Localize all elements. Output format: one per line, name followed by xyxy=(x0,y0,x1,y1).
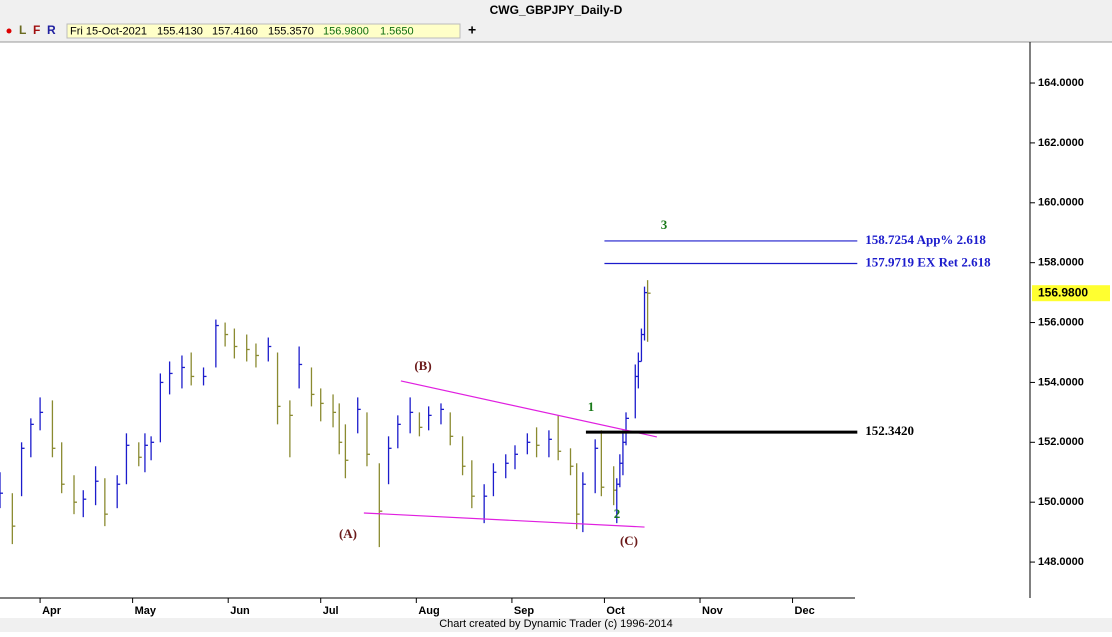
chart-title: CWG_GBPJPY_Daily-D xyxy=(490,3,623,17)
level-label: 157.9719 EX Ret 2.618 xyxy=(865,254,991,269)
level-label: 152.3420 xyxy=(865,423,914,438)
y-tick-label: 150.0000 xyxy=(1038,496,1084,508)
trendline xyxy=(400,380,657,438)
wave-label: (C) xyxy=(620,533,638,548)
wave-label: (A) xyxy=(339,526,357,541)
toolbar-button[interactable]: F xyxy=(33,23,40,37)
y-tick-label: 162.0000 xyxy=(1038,137,1084,149)
trendline xyxy=(363,512,645,528)
info-close: 156.9800 xyxy=(323,25,369,37)
y-tick-label: 148.0000 xyxy=(1038,556,1084,568)
footer: Chart created by Dynamic Trader (c) 1996… xyxy=(439,618,673,630)
y-tick-label: 164.0000 xyxy=(1038,77,1084,89)
info-low: 155.3570 xyxy=(268,25,314,37)
x-tick-label: Oct xyxy=(606,605,625,617)
x-tick-label: Dec xyxy=(795,605,815,617)
y-tick-label: 154.0000 xyxy=(1038,376,1084,388)
x-tick-label: Jun xyxy=(230,605,250,617)
info-date: Fri 15-Oct-2021 xyxy=(70,25,147,37)
title-bar xyxy=(0,0,1112,20)
info-high: 157.4160 xyxy=(212,25,258,37)
y-tick-label: 158.0000 xyxy=(1038,257,1084,269)
level-label: 158.7254 App% 2.618 xyxy=(865,232,986,247)
y-tick-label: 156.0000 xyxy=(1038,316,1084,328)
x-tick-label: Apr xyxy=(42,605,62,617)
x-tick-label: Aug xyxy=(418,605,439,617)
y-tick-label: 160.0000 xyxy=(1038,197,1084,209)
status-dot xyxy=(6,28,12,34)
x-tick-label: May xyxy=(135,605,157,617)
add-button[interactable]: + xyxy=(468,22,476,38)
footer-bar xyxy=(0,618,1112,632)
x-tick-label: Nov xyxy=(702,605,724,617)
info-open: 155.4130 xyxy=(157,25,203,37)
wave-label: (B) xyxy=(414,358,431,373)
last-price-label: 156.9800 xyxy=(1038,285,1088,299)
info-bar xyxy=(66,23,461,39)
x-tick-label: Sep xyxy=(514,605,534,617)
last-price-box xyxy=(1032,285,1110,302)
x-tick-label: Jul xyxy=(323,605,339,617)
info-change: 1.5650 xyxy=(380,25,414,37)
toolbar-button[interactable]: L xyxy=(19,23,26,37)
y-tick-label: 152.0000 xyxy=(1038,436,1084,448)
toolbar-button[interactable]: R xyxy=(47,23,56,37)
wave-label: 1 xyxy=(588,399,595,414)
wave-label: 3 xyxy=(661,217,668,232)
wave-label: 2 xyxy=(614,506,621,521)
